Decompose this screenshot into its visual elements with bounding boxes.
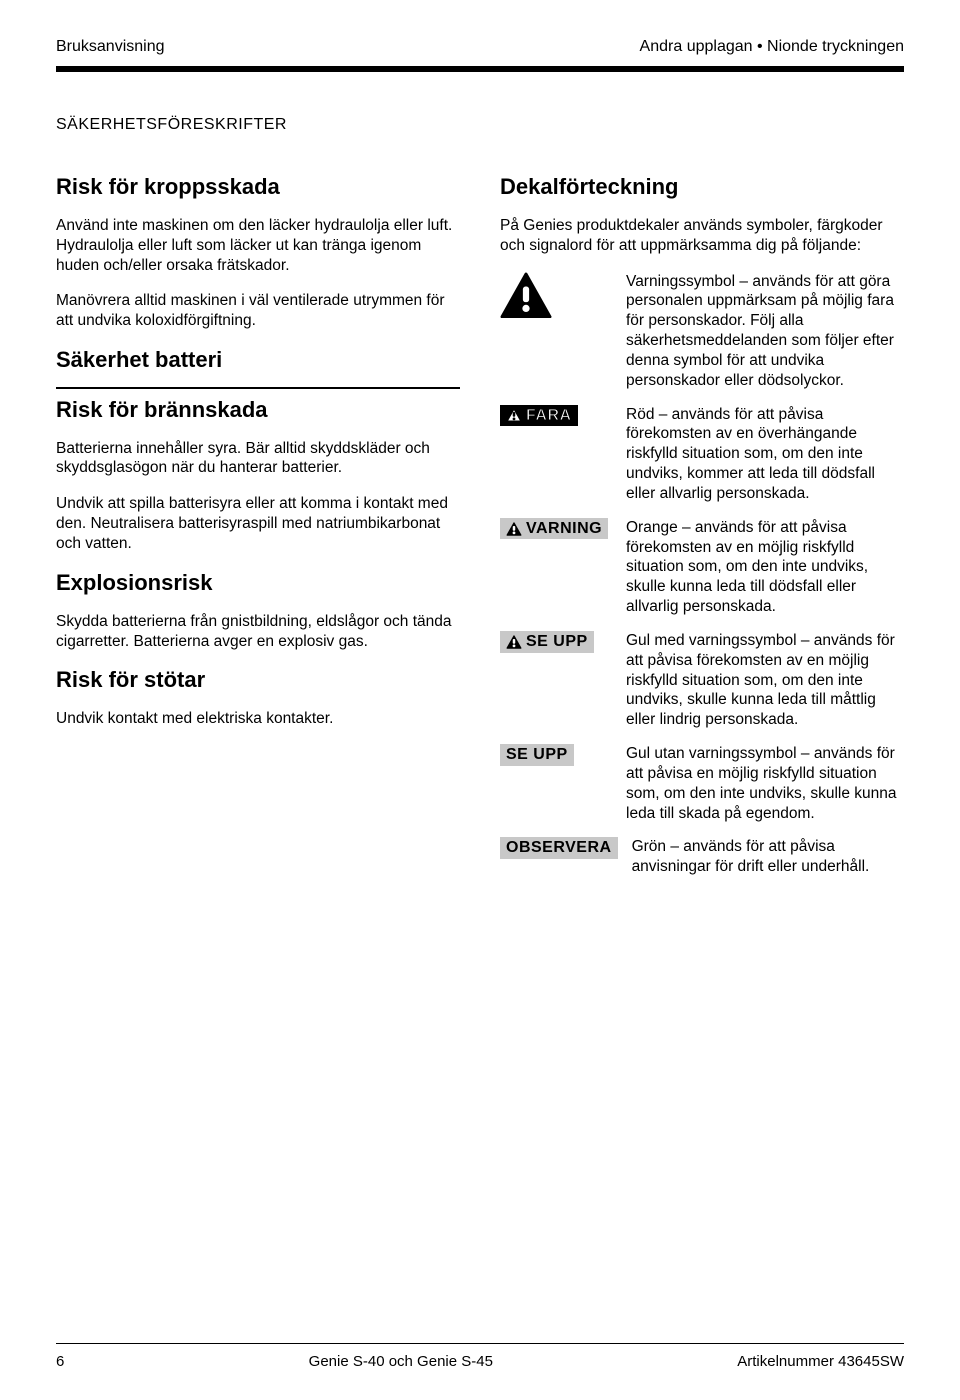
- legend-row: OBSERVERA Grön – används för att påvisa …: [500, 837, 904, 877]
- heading-kroppsskada: Risk för kroppsskada: [56, 174, 460, 200]
- header-right: Andra upplagan • Nionde tryckningen: [640, 38, 904, 56]
- paragraph: På Genies produktdekaler används symbole…: [500, 216, 904, 256]
- legend-row: SE UPP Gul med varningssymbol – används …: [500, 631, 904, 730]
- page-header: Bruksanvisning Andra upplagan • Nionde t…: [56, 38, 904, 56]
- signal-badge-text: OBSERVERA: [506, 839, 612, 857]
- page-footer: 6 Genie S-40 och Genie S-45 Artikelnumme…: [56, 1353, 904, 1370]
- paragraph: Använd inte maskinen om den läcker hydra…: [56, 216, 460, 275]
- signal-badge: SE UPP: [500, 631, 594, 653]
- signal-badge: FARA: [500, 405, 578, 427]
- legend-text: Gul utan varningssymbol – används för at…: [626, 744, 904, 823]
- heading-dekal: Dekalförteckning: [500, 174, 904, 200]
- legend-label: OBSERVERA: [500, 837, 618, 859]
- heading-brannskada: Risk för brännskada: [56, 397, 460, 423]
- signal-badge-text: SE UPP: [506, 746, 568, 764]
- signal-badge: VARNING: [500, 518, 608, 540]
- legend-text: Varningssymbol – används för att göra pe…: [626, 272, 904, 391]
- footer-right: Artikelnummer 43645SW: [737, 1353, 904, 1370]
- signal-badge: OBSERVERA: [500, 837, 618, 859]
- warning-triangle-icon: [506, 408, 522, 422]
- signal-badge-text: VARNING: [526, 520, 602, 538]
- header-rule: [56, 66, 904, 72]
- paragraph: Undvik kontakt med elektriska kontakter.: [56, 709, 460, 729]
- footer-center: Genie S-40 och Genie S-45: [309, 1353, 493, 1370]
- legend-text: Orange – används för att påvisa förekoms…: [626, 518, 904, 617]
- legend-row: SE UPP Gul utan varningssymbol – används…: [500, 744, 904, 823]
- paragraph: Skydda batterierna från gnistbildning, e…: [56, 612, 460, 652]
- legend-label: SE UPP: [500, 744, 612, 766]
- section-rule: [56, 387, 460, 389]
- heading-batteri: Säkerhet batteri: [56, 347, 460, 373]
- signal-badge-text: FARA: [526, 407, 572, 425]
- warning-triangle-icon: [506, 635, 522, 649]
- paragraph: Manövrera alltid maskinen i väl ventiler…: [56, 291, 460, 331]
- legend-label: FARA: [500, 405, 612, 427]
- legend-label: VARNING: [500, 518, 612, 540]
- legend-list: Varningssymbol – används för att göra pe…: [500, 272, 904, 877]
- right-column: Dekalförteckning På Genies produktdekale…: [500, 170, 904, 891]
- legend-label: [500, 272, 612, 319]
- paragraph: Undvik att spilla batterisyra eller att …: [56, 494, 460, 553]
- warning-triangle-icon: [506, 522, 522, 536]
- footer-rule: [56, 1343, 904, 1345]
- legend-row: Varningssymbol – används för att göra pe…: [500, 272, 904, 391]
- header-left: Bruksanvisning: [56, 38, 165, 56]
- heading-explosion: Explosionsrisk: [56, 570, 460, 596]
- legend-text: Röd – används för att påvisa förekomsten…: [626, 405, 904, 504]
- section-title: SÄKERHETSFÖRESKRIFTER: [56, 116, 904, 134]
- content-columns: Risk för kroppsskada Använd inte maskine…: [56, 170, 904, 891]
- footer-page-number: 6: [56, 1353, 64, 1370]
- legend-row: FARA Röd – används för att påvisa föreko…: [500, 405, 904, 504]
- paragraph: Batterierna innehåller syra. Bär alltid …: [56, 439, 460, 479]
- heading-stot: Risk för stötar: [56, 667, 460, 693]
- legend-text: Gul med varningssymbol – används för att…: [626, 631, 904, 730]
- legend-text: Grön – används för att påvisa anvisninga…: [632, 837, 904, 877]
- legend-row: VARNING Orange – används för att påvisa …: [500, 518, 904, 617]
- warning-triangle-icon: [500, 272, 552, 319]
- left-column: Risk för kroppsskada Använd inte maskine…: [56, 170, 460, 891]
- signal-badge: SE UPP: [500, 744, 574, 766]
- signal-badge-text: SE UPP: [526, 633, 588, 651]
- legend-label: SE UPP: [500, 631, 612, 653]
